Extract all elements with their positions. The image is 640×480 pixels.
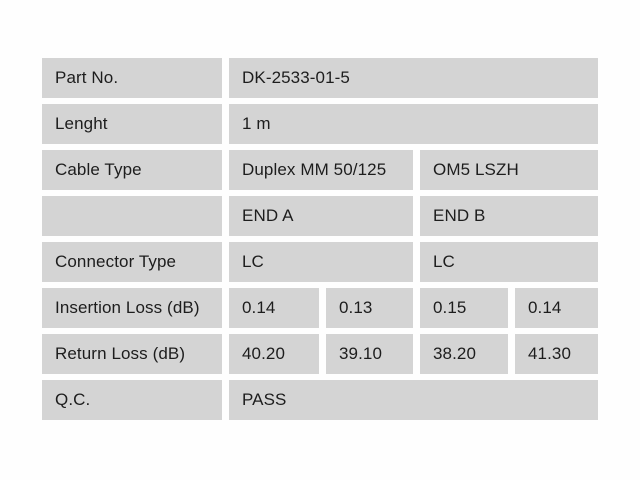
part-no-label: Part No. <box>42 58 222 98</box>
length-label: Lenght <box>42 104 222 144</box>
qc-label: Q.C. <box>42 380 222 420</box>
end-b-header: END B <box>420 196 598 236</box>
return-loss-end-b-2: 41.30 <box>515 334 598 374</box>
insertion-loss-label: Insertion Loss (dB) <box>42 288 222 328</box>
insertion-loss-end-b-1: 0.15 <box>420 288 508 328</box>
length-value: 1 m <box>229 104 598 144</box>
cable-type-label: Cable Type <box>42 150 222 190</box>
insertion-loss-end-a-1: 0.14 <box>229 288 319 328</box>
connector-type-label: Connector Type <box>42 242 222 282</box>
qc-value: PASS <box>229 380 598 420</box>
connector-type-value-b: LC <box>420 242 598 282</box>
end-header-spacer <box>42 196 222 236</box>
end-a-header: END A <box>229 196 413 236</box>
cable-type-value-1: Duplex MM 50/125 <box>229 150 413 190</box>
return-loss-end-a-1: 40.20 <box>229 334 319 374</box>
return-loss-end-b-1: 38.20 <box>420 334 508 374</box>
return-loss-label: Return Loss (dB) <box>42 334 222 374</box>
cable-type-value-2: OM5 LSZH <box>420 150 598 190</box>
return-loss-end-a-2: 39.10 <box>326 334 413 374</box>
insertion-loss-end-a-2: 0.13 <box>326 288 413 328</box>
part-no-value: DK-2533-01-5 <box>229 58 598 98</box>
connector-type-value-a: LC <box>229 242 413 282</box>
spec-table: Part No. DK-2533-01-5 Lenght 1 m Cable T… <box>42 58 598 420</box>
insertion-loss-end-b-2: 0.14 <box>515 288 598 328</box>
